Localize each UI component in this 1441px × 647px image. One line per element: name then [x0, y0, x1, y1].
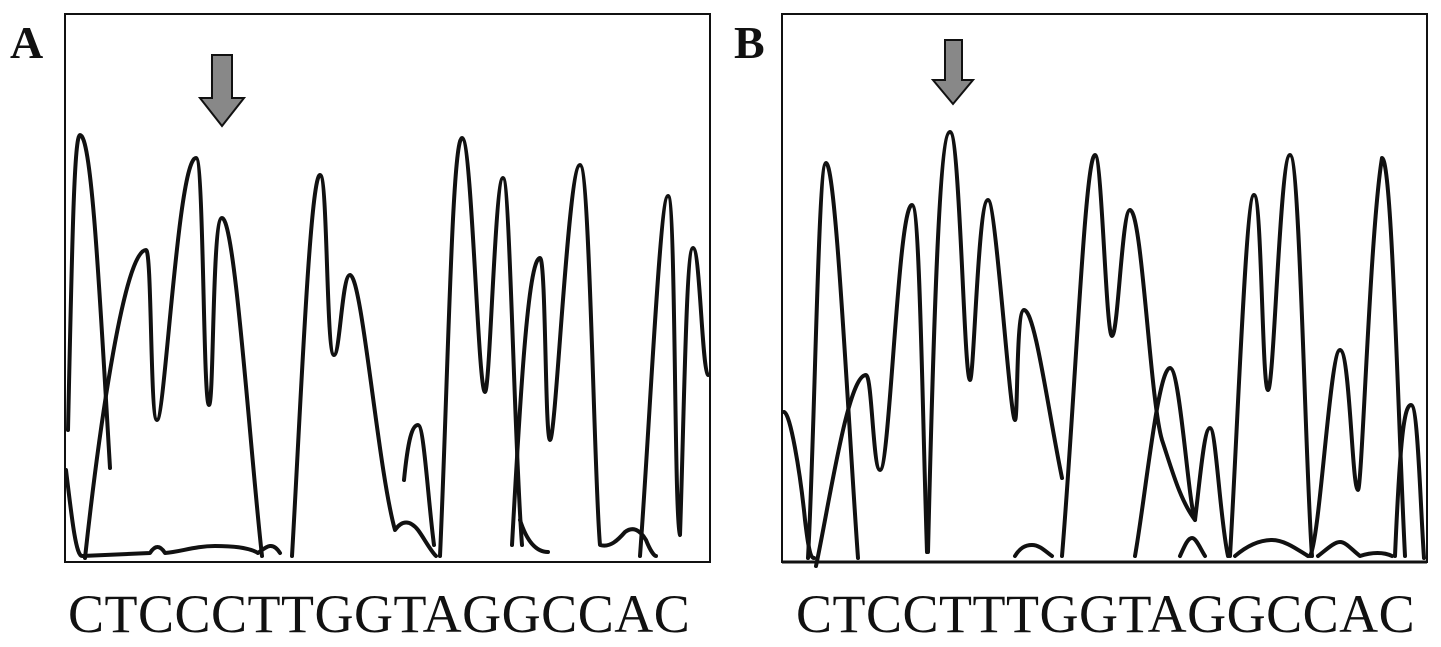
panel-a-trace-5 [402, 423, 436, 547]
panel-b-trace-3 [814, 203, 929, 568]
panel-a-trace-7 [510, 163, 658, 558]
panel-a-trace-1 [66, 133, 112, 470]
panel-b-trace-9 [1228, 153, 1314, 558]
panel-b-trace-12 [1316, 540, 1394, 558]
panel-a-traces [64, 133, 710, 560]
panel-a-trace-4 [290, 173, 438, 558]
panel-a-arrow-icon [197, 54, 247, 128]
panel-a-trace-2 [83, 156, 264, 560]
panel-b-trace-6 [1060, 153, 1197, 558]
panel-b-sequence: CTCCTTTGGTAGGCCAC [796, 584, 1416, 644]
panel-b-trace-7 [1133, 366, 1230, 558]
panel-b-trace-10 [1233, 538, 1310, 558]
panel-b-trace-11 [1308, 156, 1407, 558]
panel-a-trace-3 [64, 468, 282, 558]
panel-b-trace-1 [782, 410, 816, 560]
panel-b-label: B [734, 17, 765, 68]
panel-a-label: A [10, 17, 44, 68]
panel-b-trace-13 [1393, 403, 1426, 560]
panel-a-trace-6 [438, 136, 524, 558]
panel-b-trace-8 [1178, 536, 1207, 558]
panel-a-trace-8 [518, 518, 550, 554]
panel-b-trace-2 [806, 161, 860, 560]
panel-a-trace-9 [638, 194, 710, 558]
panel-b-trace-5 [1013, 543, 1054, 558]
panel-b-traces [782, 130, 1426, 568]
panel-b-trace-4 [926, 130, 1064, 554]
panel-a-sequence: CTCCCTTGGTAGGCCAC [68, 584, 691, 644]
panel-b-arrow-icon [930, 39, 976, 106]
panel-a-frame [64, 13, 711, 563]
